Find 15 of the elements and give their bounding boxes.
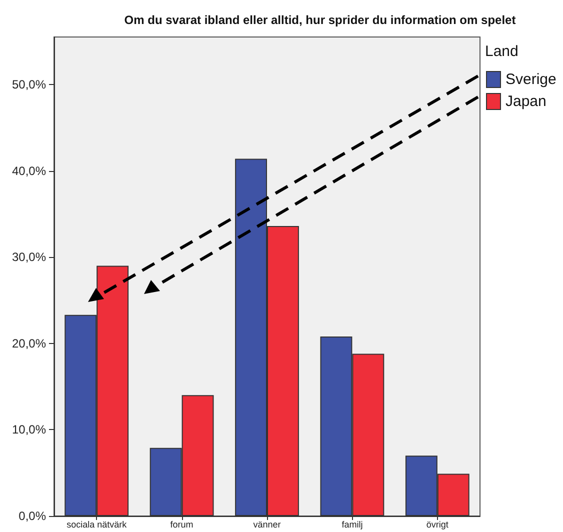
y-tick-label: 20,0% xyxy=(12,336,46,350)
x-tick-label: sociala nätvärk xyxy=(66,520,128,530)
x-tick-label: familj xyxy=(342,520,363,530)
x-tick-label: forum xyxy=(170,520,194,530)
y-tick-label: 40,0% xyxy=(12,164,46,178)
x-tick-label: vänner xyxy=(253,520,281,530)
legend-title: Land xyxy=(485,43,518,60)
y-tick-label: 10,0% xyxy=(12,422,46,437)
y-tick-label: 50,0% xyxy=(12,77,46,92)
legend-label: Japan xyxy=(506,93,546,110)
y-tick-label: 30,0% xyxy=(12,250,46,264)
x-tick-label: övrigt xyxy=(426,520,449,530)
y-tick-label: 0,0% xyxy=(18,509,46,523)
legend-label: Sverige xyxy=(506,71,556,88)
chart-title: Om du svarat ibland eller alltid, hur sprider du information om spelet xyxy=(124,13,516,27)
